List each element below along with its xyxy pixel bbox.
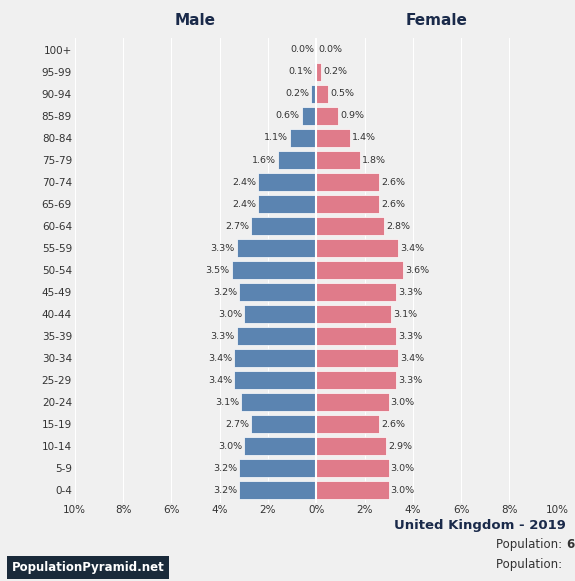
Text: 3.4%: 3.4% (400, 243, 424, 253)
Text: 1.6%: 1.6% (252, 156, 275, 164)
Bar (316, 217, 384, 235)
Bar (316, 371, 396, 389)
Bar (236, 239, 316, 257)
Bar (316, 460, 389, 478)
Text: 1.4%: 1.4% (352, 134, 376, 142)
Text: 3.3%: 3.3% (398, 376, 422, 385)
Bar (314, 63, 316, 81)
Text: Population: 66,310,254: Population: 66,310,254 (430, 558, 566, 571)
Bar (316, 261, 403, 279)
Text: United Kingdom - 2019: United Kingdom - 2019 (394, 519, 566, 532)
Text: Population:: Population: (496, 558, 566, 571)
Bar (244, 437, 316, 456)
Text: 1.1%: 1.1% (264, 134, 288, 142)
Text: 3.4%: 3.4% (400, 354, 424, 363)
Text: 3.4%: 3.4% (208, 354, 232, 363)
Text: Female: Female (406, 13, 468, 28)
Text: 2.7%: 2.7% (225, 420, 249, 429)
Text: 0.0%: 0.0% (318, 45, 342, 55)
Bar (302, 107, 316, 125)
Text: 3.5%: 3.5% (206, 266, 230, 275)
Bar (316, 349, 398, 367)
Bar (316, 437, 386, 456)
Bar (316, 107, 338, 125)
Bar (239, 482, 316, 500)
Text: 3.2%: 3.2% (213, 464, 237, 473)
Text: 3.0%: 3.0% (390, 486, 415, 495)
Bar (316, 63, 321, 81)
Text: 0.2%: 0.2% (323, 67, 347, 77)
Bar (316, 327, 396, 345)
Bar (316, 415, 379, 433)
Text: 2.6%: 2.6% (381, 200, 405, 209)
Text: 3.0%: 3.0% (390, 398, 415, 407)
Text: 0.5%: 0.5% (330, 89, 354, 98)
Text: 1.8%: 1.8% (362, 156, 386, 164)
Bar (236, 327, 316, 345)
Text: 0.0%: 0.0% (290, 45, 315, 55)
Text: 0.1%: 0.1% (288, 67, 312, 77)
Text: 3.0%: 3.0% (218, 310, 242, 319)
Text: 3.3%: 3.3% (398, 288, 422, 297)
Text: 3.1%: 3.1% (215, 398, 239, 407)
Text: 66,310,254: 66,310,254 (566, 538, 575, 551)
Bar (316, 305, 391, 323)
Bar (258, 195, 316, 213)
Bar (316, 85, 328, 103)
Bar (316, 393, 389, 411)
Text: 2.4%: 2.4% (232, 178, 256, 187)
Bar (232, 261, 316, 279)
Bar (316, 239, 398, 257)
Bar (316, 173, 379, 191)
Bar (251, 217, 316, 235)
Text: 3.6%: 3.6% (405, 266, 430, 275)
Text: 3.3%: 3.3% (210, 332, 235, 340)
Text: 3.1%: 3.1% (393, 310, 417, 319)
Text: 2.6%: 2.6% (381, 420, 405, 429)
Bar (242, 393, 316, 411)
Bar (234, 349, 316, 367)
Bar (316, 482, 389, 500)
Bar (316, 151, 360, 169)
Text: 3.4%: 3.4% (208, 376, 232, 385)
Text: 3.3%: 3.3% (398, 332, 422, 340)
Text: 2.9%: 2.9% (388, 442, 412, 451)
Bar (251, 415, 316, 433)
Text: PopulationPyramid.net: PopulationPyramid.net (12, 561, 164, 574)
Text: 0.9%: 0.9% (340, 112, 364, 120)
Text: 2.8%: 2.8% (386, 221, 410, 231)
Text: 3.0%: 3.0% (390, 464, 415, 473)
Text: 2.7%: 2.7% (225, 221, 249, 231)
Bar (278, 151, 316, 169)
Text: 0.6%: 0.6% (276, 112, 300, 120)
Bar (239, 283, 316, 301)
Bar (312, 85, 316, 103)
Text: Male: Male (175, 13, 216, 28)
Bar (244, 305, 316, 323)
Text: 3.0%: 3.0% (218, 442, 242, 451)
Bar (239, 460, 316, 478)
Text: 3.2%: 3.2% (213, 486, 237, 495)
Text: 3.3%: 3.3% (210, 243, 235, 253)
Text: 2.6%: 2.6% (381, 178, 405, 187)
Text: Population:: Population: (496, 538, 566, 551)
Bar (316, 129, 350, 147)
Bar (234, 371, 316, 389)
Bar (316, 283, 396, 301)
Text: 0.2%: 0.2% (286, 89, 309, 98)
Text: 2.4%: 2.4% (232, 200, 256, 209)
Text: 3.2%: 3.2% (213, 288, 237, 297)
Bar (290, 129, 316, 147)
Bar (258, 173, 316, 191)
Bar (316, 195, 379, 213)
